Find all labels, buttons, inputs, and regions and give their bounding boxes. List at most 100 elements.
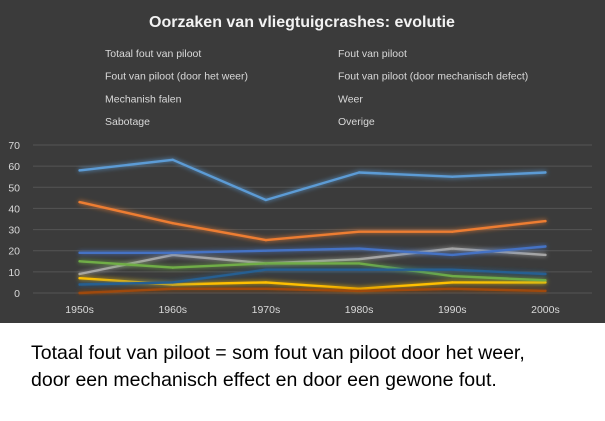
data-point xyxy=(264,249,268,252)
legend-label: Totaal fout van piloot xyxy=(105,48,201,60)
y-tick-label: 20 xyxy=(8,246,20,258)
data-point xyxy=(357,289,361,293)
data-point xyxy=(451,247,454,250)
caption: Totaal fout van piloot = som fout van pi… xyxy=(31,340,591,394)
y-tick-label: 40 xyxy=(8,203,20,215)
legend-label: Fout van piloot xyxy=(338,48,407,60)
legend-item-weer: Weer xyxy=(308,93,363,105)
data-point xyxy=(171,281,174,284)
data-point xyxy=(78,283,81,286)
data-point xyxy=(264,268,268,271)
data-point xyxy=(451,230,454,233)
y-tick-label: 70 xyxy=(8,140,20,152)
data-point xyxy=(171,251,174,255)
chart-title: Oorzaken van vliegtuigcrashes: evolutie xyxy=(149,14,455,31)
data-point xyxy=(357,268,361,271)
data-point xyxy=(357,230,361,233)
data-point xyxy=(171,283,174,286)
series-line xyxy=(78,245,547,257)
x-axis: 1950s 1960s 1970s 1980s 1990s 2000s xyxy=(65,304,559,316)
data-point xyxy=(171,158,174,161)
legend-label: Overige xyxy=(338,116,375,128)
data-point xyxy=(171,266,174,269)
legend-item-fout-van-piloot-door-het-weer: Fout van piloot (door het weer) xyxy=(75,71,248,83)
y-axis: 0 10 20 30 40 50 60 70 xyxy=(8,140,20,300)
plot-area xyxy=(78,158,547,295)
legend-item-mechanish-falen: Mechanish falen xyxy=(75,93,182,105)
data-point xyxy=(357,171,361,174)
series-line xyxy=(78,287,547,295)
data-point xyxy=(264,287,268,290)
data-point xyxy=(451,287,454,290)
chart-panel: Oorzaken van vliegtuigcrashes: evolutie … xyxy=(0,0,605,323)
data-point xyxy=(171,222,174,225)
y-tick-label: 30 xyxy=(8,225,20,237)
series-line xyxy=(78,247,547,276)
data-point xyxy=(171,253,174,257)
data-point xyxy=(78,200,81,204)
data-point xyxy=(451,253,454,257)
data-point xyxy=(78,272,81,276)
x-tick-label: 1970s xyxy=(252,304,281,316)
data-point xyxy=(78,169,81,172)
data-point xyxy=(451,175,454,178)
data-point xyxy=(357,287,361,290)
legend-item-sabotage: Sabotage xyxy=(75,116,150,128)
series-totaal-fout-van-piloot xyxy=(78,158,547,202)
data-point xyxy=(357,262,361,265)
data-point xyxy=(171,287,174,290)
y-tick-label: 50 xyxy=(8,182,20,194)
data-point xyxy=(357,257,361,261)
data-point xyxy=(451,268,454,271)
legend-item-totaal-fout-van-piloot: Totaal fout van piloot xyxy=(75,48,201,60)
x-tick-label: 1990s xyxy=(438,304,467,316)
caption-line-2: door een mechanisch effect en door een g… xyxy=(31,369,497,391)
x-tick-label: 1960s xyxy=(158,304,187,316)
line-chart: Oorzaken van vliegtuigcrashes: evolutie … xyxy=(8,14,592,316)
series-fout-van-piloot xyxy=(78,200,547,242)
series-line xyxy=(78,268,547,286)
x-tick-label: 1980s xyxy=(345,304,374,316)
data-point xyxy=(451,274,454,278)
data-point xyxy=(451,281,454,284)
y-tick-label: 0 xyxy=(14,288,20,300)
data-point xyxy=(544,279,547,282)
legend-item-overige: Overige xyxy=(308,116,375,128)
y-tick-label: 60 xyxy=(8,161,20,173)
series-line xyxy=(78,158,547,202)
y-tick-label: 10 xyxy=(8,267,20,279)
legend-label: Fout van piloot (door mechanisch defect) xyxy=(338,71,528,83)
data-point xyxy=(264,281,268,284)
data-point xyxy=(78,260,81,263)
data-point xyxy=(78,291,81,295)
series-sabotage xyxy=(78,268,547,286)
data-point xyxy=(264,198,268,202)
data-point xyxy=(544,245,547,248)
data-point xyxy=(544,281,547,284)
legend-label: Sabotage xyxy=(105,116,150,128)
legend: Totaal fout van piloot Fout van piloot Fou… xyxy=(75,48,528,128)
legend-label: Weer xyxy=(338,93,363,105)
x-tick-label: 2000s xyxy=(531,304,560,316)
data-point xyxy=(544,272,547,276)
legend-item-fout-van-piloot-door-mechanisch-defect: Fout van piloot (door mechanisch defect) xyxy=(308,71,528,83)
data-point xyxy=(544,219,547,223)
legend-label: Fout van piloot (door het weer) xyxy=(105,71,248,83)
data-point xyxy=(544,171,547,174)
series-mechanish-falen xyxy=(78,245,547,257)
caption-line-1: Totaal fout van piloot = som fout van pi… xyxy=(31,342,525,364)
x-tick-label: 1950s xyxy=(65,304,94,316)
series-line xyxy=(78,200,547,242)
legend-item-fout-van-piloot: Fout van piloot xyxy=(308,48,407,60)
legend-label: Mechanish falen xyxy=(105,93,182,105)
series-line xyxy=(78,260,547,282)
data-point xyxy=(357,247,361,250)
data-point xyxy=(544,289,547,293)
data-point xyxy=(264,238,268,242)
data-point xyxy=(544,253,547,257)
data-point xyxy=(264,262,268,265)
data-point xyxy=(78,251,81,255)
series-weer xyxy=(78,260,547,282)
series-overige xyxy=(78,287,547,295)
